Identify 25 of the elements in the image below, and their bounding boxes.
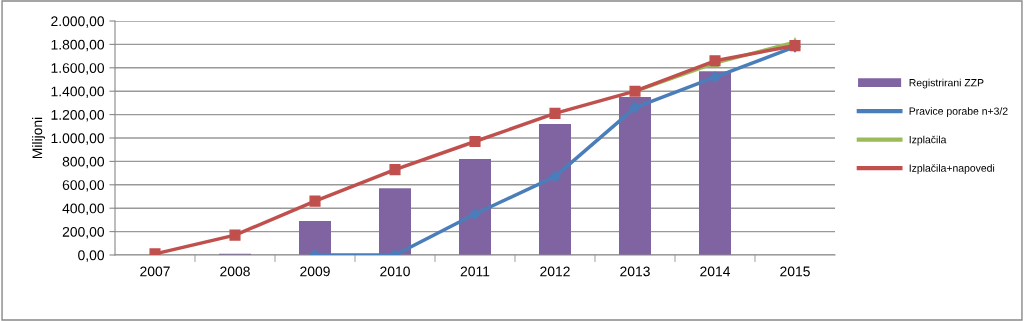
- y-tick-label: 1.200,00: [51, 109, 105, 122]
- x-tick-label: 2010: [380, 266, 410, 277]
- legend-label: Registrirani ZZP: [909, 78, 984, 89]
- y-tick-label: 2.000,00: [51, 16, 105, 28]
- y-tick-label: 400,00: [62, 203, 105, 216]
- legend-label: Pravice porabe n+3/2: [909, 107, 1008, 117]
- y-tick-label: 600,00: [62, 180, 105, 192]
- x-tick-label: 2008: [220, 266, 250, 277]
- legend-label: Izplačila: [909, 135, 947, 146]
- x-tick-label: 2014: [700, 266, 731, 277]
- y-axis-title: Milijoni: [32, 117, 45, 159]
- y-tick-label: 1.800,00: [51, 39, 105, 52]
- x-tick-label: 2007: [140, 266, 170, 277]
- legend-label: Izplačila+napovedi: [909, 164, 995, 174]
- x-tick-label: 2011: [460, 266, 490, 277]
- x-tick-label: 2009: [300, 266, 330, 277]
- y-tick-label: 0,00: [78, 250, 105, 262]
- x-tick-label: 2015: [780, 266, 810, 277]
- y-tick-label: 200,00: [62, 226, 105, 239]
- y-tick-label: 1.600,00: [51, 63, 105, 75]
- x-tick-label: 2013: [620, 266, 650, 277]
- x-tick-label: 2012: [540, 266, 570, 277]
- y-tick-label: 800,00: [62, 156, 105, 169]
- y-tick-label: 1.400,00: [51, 86, 105, 99]
- y-tick-label: 1.000,00: [51, 133, 105, 145]
